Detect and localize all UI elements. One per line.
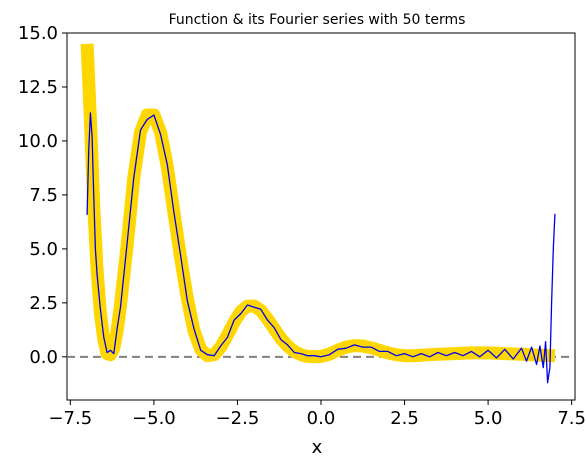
function-series-line: [80, 43, 556, 364]
fourier-series-line: [86, 112, 556, 384]
x-tick-label: 2.5: [390, 408, 419, 429]
y-tick-label: 10.0: [18, 131, 58, 152]
y-tick-label: 12.5: [18, 77, 58, 98]
x-tick-label: −7.5: [48, 408, 92, 429]
y-tick-label: 15.0: [18, 23, 58, 44]
x-axis-label: x: [312, 437, 323, 458]
y-tick-label: 0.0: [29, 347, 58, 368]
y-tick-label: 7.5: [29, 185, 58, 206]
x-axis: −7.5 −5.0 −2.5 0.0 2.5 5.0 7.5: [48, 400, 586, 429]
x-tick-label: 7.5: [557, 408, 586, 429]
x-tick-label: 5.0: [474, 408, 503, 429]
plot-layer: [67, 43, 575, 384]
y-axis: 0.0 2.5 5.0 7.5 10.0 12.5 15.0: [18, 23, 67, 368]
x-tick-label: −5.0: [132, 408, 176, 429]
y-tick-label: 2.5: [29, 293, 58, 314]
chart-title: Function & its Fourier series with 50 te…: [169, 12, 466, 28]
plot-frame: [66, 32, 576, 401]
y-tick-label: 5.0: [29, 239, 58, 260]
x-tick-label: −2.5: [216, 408, 260, 429]
x-tick-label: 0.0: [307, 408, 336, 429]
